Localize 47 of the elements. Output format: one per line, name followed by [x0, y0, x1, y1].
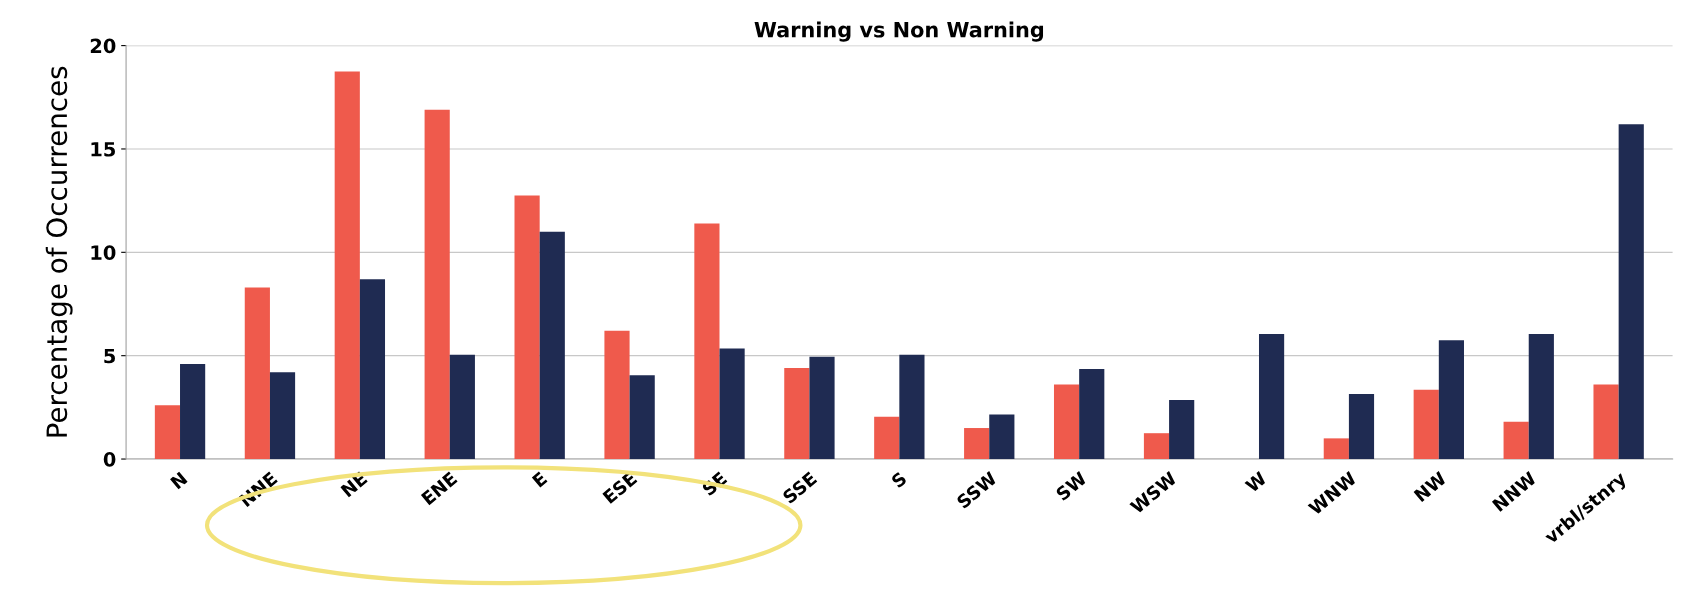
bar: [694, 223, 720, 460]
x-tick-label: W: [1244, 470, 1268, 494]
bar: [1528, 333, 1554, 460]
bar: [1053, 384, 1080, 460]
bar: [719, 348, 745, 460]
y-tick-label: 15: [91, 142, 115, 157]
bar: [809, 356, 835, 460]
bar: [1438, 340, 1464, 460]
bar: [1323, 438, 1349, 460]
bar: [1079, 369, 1105, 460]
bar: [539, 231, 565, 460]
bar: [784, 368, 810, 460]
bar: [154, 405, 181, 460]
bar: [334, 71, 360, 460]
x-tick-label: ESE: [602, 471, 638, 505]
bar: [1618, 124, 1644, 460]
bar: [1143, 433, 1170, 460]
bar: [1348, 393, 1375, 460]
bar: [964, 428, 990, 460]
y-tick-label: 5: [104, 348, 115, 364]
bar: [514, 195, 540, 460]
bar: [629, 375, 655, 460]
x-tick-label: SW: [1055, 470, 1088, 502]
bar: [269, 372, 296, 460]
bar: [1169, 400, 1195, 460]
x-tick-label: NW: [1413, 470, 1448, 503]
x-tick-label: N: [170, 471, 188, 490]
bar: [899, 354, 925, 460]
bar: [449, 354, 475, 460]
bar: [359, 279, 386, 460]
chart-title: Warning vs Non Warning: [754, 21, 1044, 42]
bar: [874, 416, 900, 460]
bar: [1413, 389, 1439, 460]
bar: [1258, 333, 1285, 460]
x-tick-label: E: [531, 471, 548, 488]
y-tick-label: 10: [91, 245, 116, 260]
bar: [989, 414, 1015, 460]
y-tick-label: 0: [103, 452, 116, 467]
bar: [1593, 384, 1619, 460]
x-tick-label: S: [890, 471, 908, 489]
bar: [604, 330, 630, 460]
bar: [180, 363, 206, 460]
bar: [1503, 421, 1529, 460]
y-tick-label: 20: [90, 38, 116, 54]
bar: [244, 287, 270, 460]
y-axis-title: Percentage of Occurrences: [45, 66, 73, 437]
bar: [424, 109, 450, 460]
